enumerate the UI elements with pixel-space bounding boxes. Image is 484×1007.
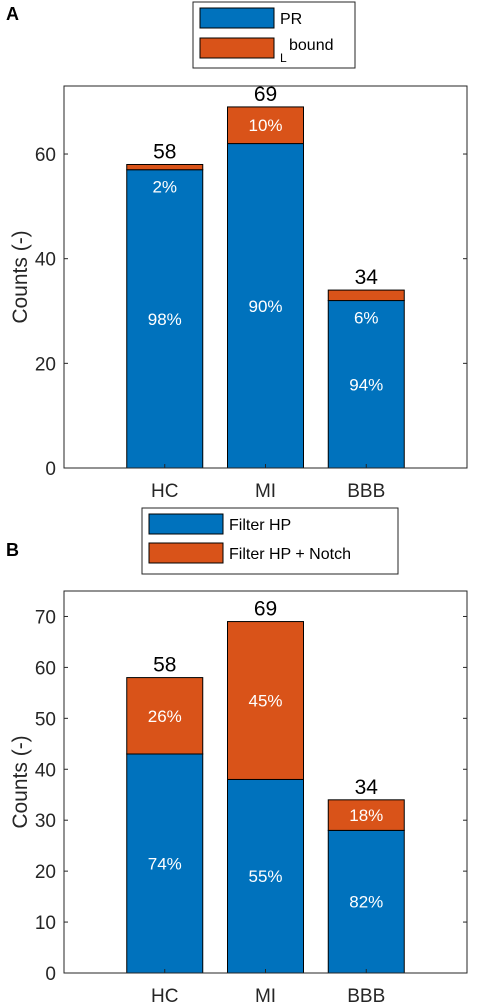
panel-b-xtick-label-mi: MI	[255, 986, 276, 1007]
panel-b-legend-swatch-2	[148, 542, 224, 564]
panel-b-pct-label-series1-bbb: 82%	[349, 893, 383, 912]
panel-a-ytick-label: 20	[35, 354, 56, 375]
panel-b-total-label-mi: 69	[254, 598, 277, 621]
panel-b-ytick-label: 10	[35, 913, 56, 934]
panel-a-ytick-label: 0	[45, 459, 56, 480]
panel-a-legend-swatch-2	[199, 37, 275, 59]
panel-a: A PR L bound 0 20 40 60 98% 2% 58 HC 90% 10% 69 MI 9…	[6, 1, 468, 502]
panel-a-pct-label-series2-hc: 2%	[152, 178, 177, 197]
panel-a-legend-swatch-1	[199, 7, 275, 29]
panel-a-letter: A	[6, 4, 19, 24]
panel-b-bar-filter-hp-notch-hc	[126, 677, 204, 755]
panel-a-legend-label-1: PR	[280, 11, 302, 28]
panel-a-legend-label-2: bound	[289, 37, 334, 54]
panel-b-total-label-hc: 58	[153, 654, 176, 677]
panel-b-xtick-label-hc: HC	[151, 986, 178, 1007]
panel-b-bar-filter-hp-mi	[227, 778, 304, 974]
panel-a-pct-label-series2-bbb: 6%	[354, 309, 379, 328]
panel-a-legend-label-2-prefix: L	[280, 51, 287, 65]
panel-a-plot: 0 20 40 60 98% 2% 58 HC 90% 10% 69 MI 94% 6% 34 BBB	[35, 83, 467, 502]
panel-b-pct-label-series1-mi: 55%	[248, 867, 282, 886]
panel-b-legend: Filter HP Filter HP + Notch	[141, 507, 399, 575]
panel-a-bar-bound-mi	[227, 106, 304, 145]
panel-a-bar-pr-hc	[126, 169, 204, 469]
panel-b-pct-label-series2-bbb: 18%	[349, 806, 383, 825]
panel-b-plot: 0 10 20 30 40 50 60 70 74% 26% 58 HC 55% 45% 69 MI 82% 18…	[35, 598, 467, 1007]
panel-b-ytick-label: 0	[45, 964, 56, 985]
panel-b-legend-swatch-1	[148, 513, 224, 535]
panel-b: B Filter HP Filter HP + Notch 0 10 20 30 40 5…	[6, 507, 468, 1007]
panel-a-bar-pr-bbb	[327, 300, 405, 469]
panel-b-ytick-label: 70	[35, 607, 56, 628]
panel-b-axes-box	[63, 590, 468, 974]
panel-b-ytick-label: 50	[35, 709, 56, 730]
panel-a-total-label-hc: 58	[153, 140, 176, 163]
panel-a-pct-label-series2-mi: 10%	[248, 116, 282, 135]
panel-a-bar-bound-hc	[126, 163, 204, 171]
panel-b-ytick-label: 40	[35, 760, 56, 781]
panel-a-xtick-label-bbb: BBB	[347, 481, 385, 502]
panel-a-pct-label-series1-mi: 90%	[248, 297, 282, 316]
panel-a-axes-box	[63, 85, 468, 469]
panel-b-ylabel: Counts (-)	[9, 735, 32, 828]
panel-a-xtick-label-mi: MI	[255, 481, 276, 502]
panel-b-bar-filter-hp-bbb	[327, 829, 405, 974]
panel-a-legend: PR L bound	[192, 1, 356, 69]
panel-a-bar-bound-bbb	[327, 289, 405, 302]
panel-b-legend-label-1: Filter HP	[229, 517, 291, 534]
panel-b-ytick-label: 20	[35, 862, 56, 883]
panel-b-letter: B	[6, 540, 19, 560]
panel-a-total-label-mi: 69	[254, 83, 277, 106]
panel-b-total-label-bbb: 34	[355, 776, 379, 799]
panel-b-xtick-label-bbb: BBB	[347, 986, 385, 1007]
panel-a-ytick-label: 40	[35, 250, 56, 271]
panel-b-pct-label-series2-hc: 26%	[148, 707, 182, 726]
panel-a-total-label-bbb: 34	[355, 266, 379, 289]
panel-b-bar-filter-hp-notch-mi	[227, 621, 304, 780]
panel-b-ytick-label: 30	[35, 811, 56, 832]
panel-b-bar-filter-hp-notch-bbb	[327, 799, 405, 831]
panel-b-pct-label-series2-mi: 45%	[248, 692, 282, 711]
panel-a-pct-label-series1-bbb: 94%	[349, 375, 383, 394]
panel-b-legend-label-2: Filter HP + Notch	[229, 546, 351, 563]
panel-a-ytick-label: 60	[35, 145, 56, 166]
panel-a-pct-label-series1-hc: 98%	[148, 310, 182, 329]
panel-b-pct-label-series1-hc: 74%	[148, 854, 182, 873]
panel-a-xtick-label-hc: HC	[151, 481, 178, 502]
panel-b-ytick-label: 60	[35, 658, 56, 679]
panel-a-ylabel: Counts (-)	[9, 230, 32, 323]
